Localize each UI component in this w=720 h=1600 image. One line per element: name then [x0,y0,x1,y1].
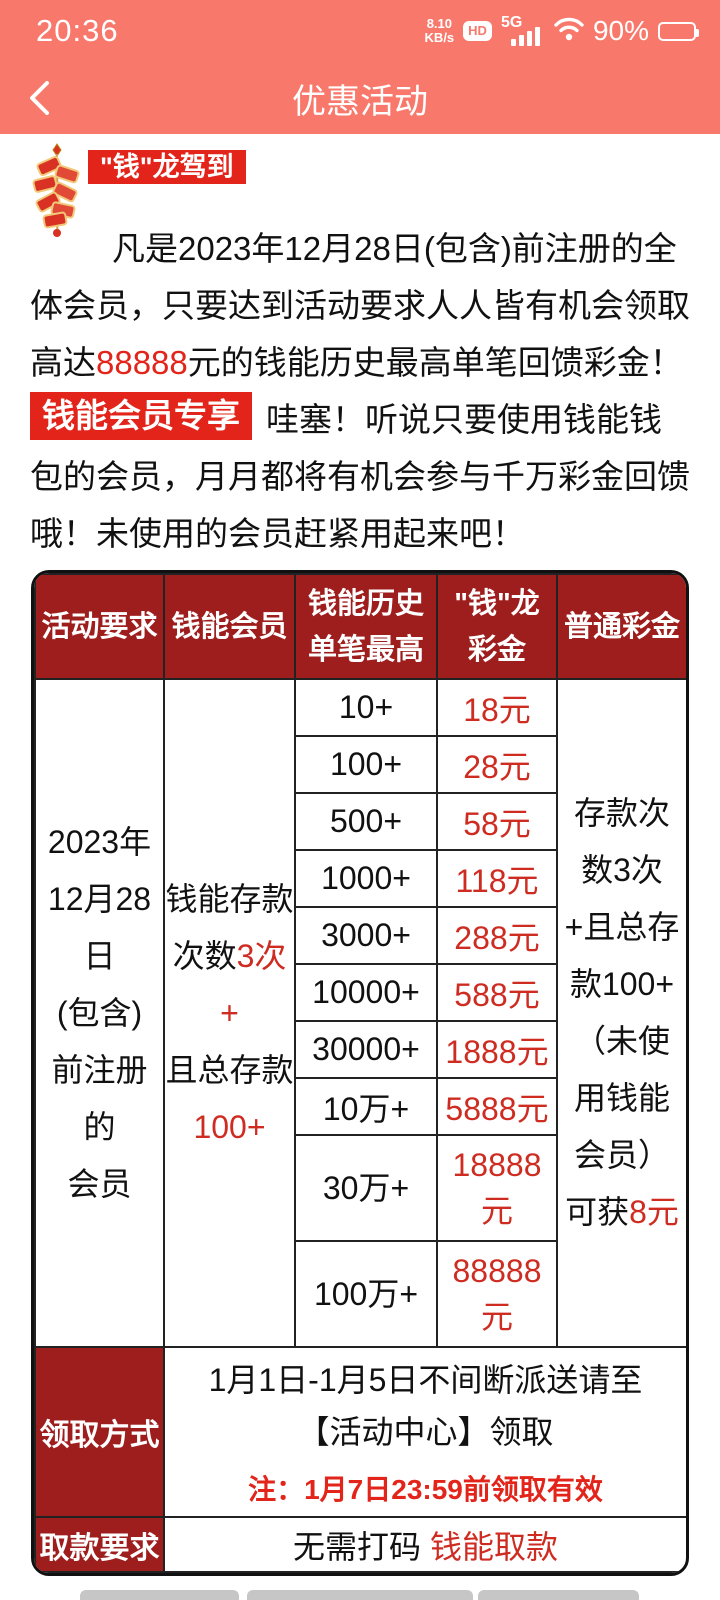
withdraw-red-text: 钱能取款 [429,1528,558,1565]
header-history-max: 钱能历史 单笔最高 [294,573,438,680]
intro-text-before: 凡是2023年12月28日(包含)前注册的全体会员，只要达到活动要求人人皆有机会… [30,230,690,381]
member-text: 哇塞！听说只要使用钱能钱包的会员，月月都将有机会参与千万彩金回馈哦！未使用的会员… [30,401,690,552]
claim-cell: 1月1日-1月5日不间断派送请至【活动中心】领取 注：1月7日23:59前领取有… [163,1346,686,1518]
table-row: 10万+ 5888元 [35,1077,686,1136]
bonus-cell: 28元 [436,735,558,794]
table-row: 100+ 28元 [35,735,686,794]
bonus-cell: 288元 [436,906,558,965]
firecracker-icon [24,140,90,243]
normal-bonus-cell: 存款次数3次+且总存款100+（未使用钱能会员）可获8元 [556,678,686,1348]
claim-label: 领取方式 [34,1346,165,1518]
bonus-cell: 118元 [436,849,558,908]
withdraw-cell: 无需打码 钱能取款 [163,1516,686,1573]
bonus-cell: 588元 [436,963,558,1022]
table-row: 3000+ 288元 [35,906,686,965]
withdraw-text: 无需打码 [293,1528,422,1565]
condition-line: 次数3次+ [172,937,287,1031]
member-paragraph: 钱能会员专享 哇塞！听说只要使用钱能钱包的会员，月月都将有机会参与千万彩金回馈哦！… [30,391,690,562]
deposit-cell: 500+ [294,792,438,851]
member-badge: 钱能会员专享 [30,392,252,440]
table-header-row: 活动要求 钱能会员 钱能历史 单笔最高 "钱"龙 彩金 普通彩金 [34,573,686,680]
member-condition-cell: 钱能存款 次数3次+ 且总存款 100+ [163,678,296,1348]
bonus-cell: 88888元 [436,1240,558,1348]
activity-table: 活动要求 钱能会员 钱能历史 单笔最高 "钱"龙 彩金 普通彩金 2023年 1… [31,570,689,1576]
table-row: 2023年 12月28日 (包含) 前注册的 会员 钱能存款 次数3次+ 且总存… [34,678,686,1348]
withdraw-row: 取款要求 无需打码 钱能取款 [34,1516,686,1573]
deposit-cell: 10+ [294,678,438,737]
network-type-label: 5G [500,14,523,31]
table-row: 500+ 58元 [35,792,686,851]
requirement-cell: 2023年 12月28日 (包含) 前注册的 会员 [34,678,165,1348]
condition-line: 100+ [193,1108,266,1145]
table-row: 100万+ 88888元 [35,1240,686,1348]
signal-bars-icon: 5G [501,14,545,48]
nav-bar: 优惠活动 [0,62,720,134]
header-activity-requirement: 活动要求 [34,573,165,680]
intro-text-after: 元的钱能历史最高单笔回馈彩金！ [187,344,683,381]
hd-icon: HD [463,21,492,41]
condition-line: 且总存款 [165,1051,294,1088]
battery-icon [658,21,699,41]
header-dragon-bonus: "钱"龙 彩金 [436,573,558,680]
table-row: 30万+ 18888元 [35,1134,686,1242]
bonus-cell: 5888元 [436,1077,558,1136]
table-row: 30000+ 1888元 [35,1020,686,1079]
status-time: 20:36 [36,13,119,48]
intro-highlight-amount: 88888 [96,344,188,381]
network-speed: 8.10 KB/s [425,17,455,45]
status-bar: 20:36 8.10 KB/s HD 5G 90% [0,0,720,62]
deposit-cell: 10000+ [294,963,438,1022]
wifi-icon [554,16,584,47]
status-icons: 8.10 KB/s HD 5G 90% [425,14,699,48]
table-row: 10000+ 588元 [35,963,686,1022]
page-title: 优惠活动 [292,82,428,121]
deposit-cell: 30000+ [294,1020,438,1079]
intro-paragraph: 凡是2023年12月28日(包含)前注册的全体会员，只要达到活动要求人人皆有机会… [30,220,690,391]
deposit-cell: 100+ [294,735,438,794]
claim-note: 注：1月7日23:59前领取有效 [248,1474,603,1505]
battery-percent: 90% [592,15,649,46]
claim-text: 1月1日-1月5日不间断派送请至【活动中心】领取 [208,1362,643,1450]
deposit-cell: 100万+ [294,1240,438,1348]
deposit-cell: 30万+ [294,1134,438,1242]
back-chevron-icon[interactable] [26,80,52,116]
table-row: 1000+ 118元 [35,849,686,908]
header-member: 钱能会员 [163,573,296,680]
bonus-cell: 18元 [436,678,558,737]
deposit-cell: 3000+ [294,906,438,965]
network-speed-unit: KB/s [424,30,455,45]
withdraw-label: 取款要求 [34,1516,165,1573]
network-speed-value: 8.10 [426,16,453,31]
bonus-cell: 1888元 [436,1020,558,1079]
promo-header: "钱"龙驾到 [30,143,690,237]
deposit-cell: 10万+ [294,1077,438,1136]
deposit-cell: 1000+ [294,849,438,908]
claim-row: 领取方式 1月1日-1月5日不间断派送请至【活动中心】领取 注：1月7日23:5… [34,1346,686,1518]
bonus-cell: 58元 [436,792,558,851]
condition-line: 钱能存款 [165,880,294,917]
promo-title-badge: "钱"龙驾到 [88,150,246,184]
bottom-button-stub[interactable] [478,1590,639,1600]
bottom-button-stub[interactable] [80,1590,239,1600]
bonus-cell: 18888元 [436,1134,558,1242]
header-normal-bonus: 普通彩金 [556,573,686,680]
signal-bars [510,27,540,46]
bottom-button-stub[interactable] [247,1590,473,1600]
promo-content: "钱"龙驾到 凡是2023年12月28日(包含)前注册的全体会员，只要达到活动要… [0,143,720,1576]
